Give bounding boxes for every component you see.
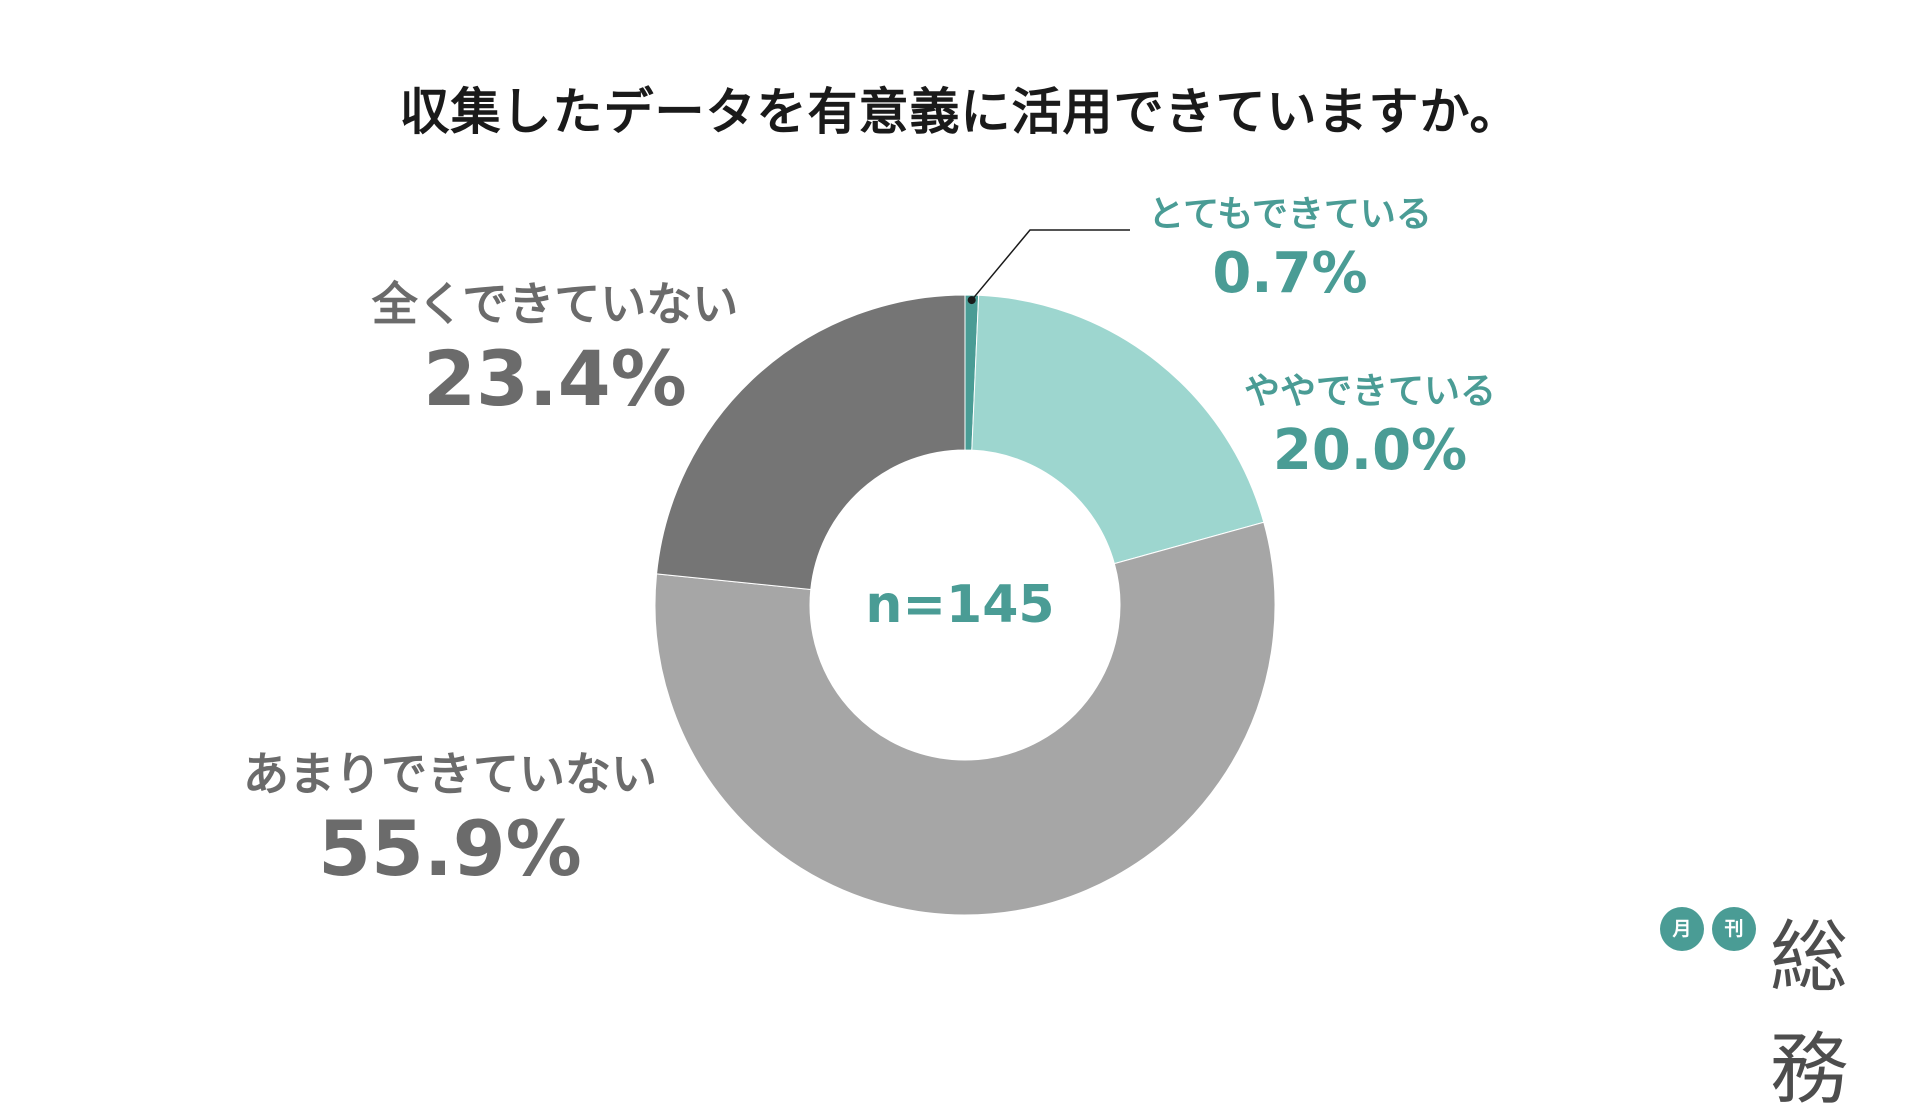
sample-size-label: n=145 — [865, 575, 1055, 635]
label-not-much: あまりできていない 55.9% — [205, 738, 695, 893]
leader-line-group — [967, 229, 1130, 305]
logo-wordmark: 総務 — [1770, 913, 1848, 1115]
label-very-name: とてもできている — [1148, 194, 1432, 235]
slice-not-at-all — [656, 294, 966, 590]
label-not-at-all-name: 全くできていない — [371, 277, 739, 331]
donut-slices — [654, 294, 1276, 916]
donut-chart — [654, 229, 1276, 916]
label-not-at-all-pct: 23.4% — [423, 334, 687, 423]
logo-badge-2: 刊 — [1712, 907, 1756, 951]
leader-line — [971, 229, 1130, 301]
slice-somewhat — [971, 294, 1265, 565]
label-somewhat-name: ややできている — [1243, 371, 1496, 412]
label-very-pct: 0.7% — [1212, 241, 1368, 306]
slice-not-much — [654, 521, 1276, 916]
gekkan-somu-logo: 月 刊 総務 — [1660, 895, 1900, 1115]
leader-dot — [967, 296, 976, 305]
chart-title: 収集したデータを有意義に活用できていますか。 — [399, 83, 1521, 141]
label-somewhat: ややできている 20.0% — [1220, 362, 1520, 483]
label-not-much-pct: 55.9% — [318, 804, 582, 893]
label-somewhat-pct: 20.0% — [1272, 418, 1468, 483]
logo-badge-1: 月 — [1660, 907, 1704, 951]
label-not-at-all: 全くできていない 23.4% — [325, 268, 785, 423]
label-very: とてもできている 0.7% — [1120, 185, 1460, 306]
label-not-much-name: あまりできていない — [243, 747, 657, 801]
